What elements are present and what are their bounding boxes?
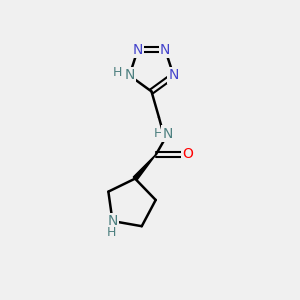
Text: N: N — [124, 68, 135, 83]
Text: N: N — [163, 127, 173, 141]
Text: N: N — [133, 43, 143, 56]
Text: H: H — [154, 127, 164, 140]
Text: N: N — [160, 43, 170, 56]
Polygon shape — [133, 154, 156, 180]
Text: N: N — [168, 68, 179, 83]
Text: H: H — [112, 66, 122, 79]
Text: H: H — [107, 226, 117, 239]
Text: N: N — [107, 214, 118, 228]
Text: O: O — [183, 148, 194, 161]
